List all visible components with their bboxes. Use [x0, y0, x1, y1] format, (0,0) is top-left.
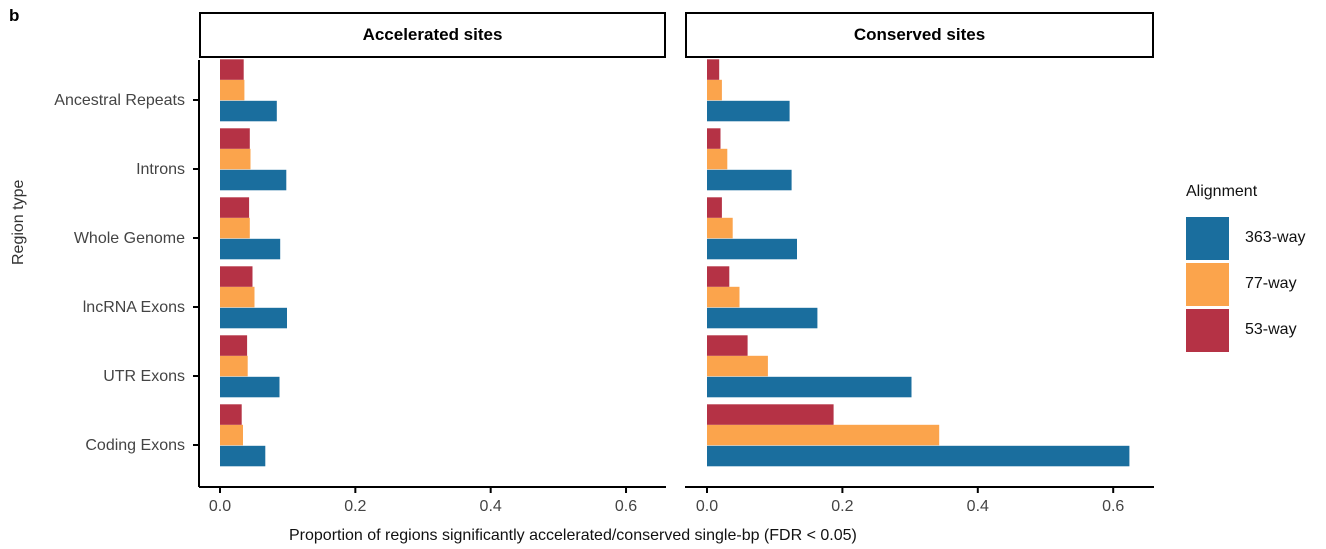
bar-accelerated-363-way: [220, 445, 266, 467]
bar-conserved-363-way: [707, 307, 818, 329]
bar-accelerated-363-way: [220, 169, 287, 191]
x-tick-label: 0.0: [209, 498, 231, 515]
facet-title-accelerated: Accelerated sites: [199, 12, 666, 58]
bar-accelerated-53-way: [220, 266, 253, 287]
bar-accelerated-77-way: [220, 79, 245, 101]
bar-accelerated-53-way: [220, 59, 244, 80]
bar-accelerated-77-way: [220, 148, 251, 170]
bar-conserved-363-way: [707, 169, 792, 191]
bar-conserved-53-way: [707, 128, 721, 149]
bar-conserved-77-way: [707, 148, 728, 170]
bar-accelerated-363-way: [220, 238, 281, 260]
y-tick-label: UTR Exons: [103, 368, 185, 385]
legend: Alignment 363-way 77-way 53-way: [1186, 183, 1305, 353]
x-tick-label: 0.6: [1102, 498, 1124, 515]
legend-title: Alignment: [1186, 183, 1258, 200]
x-tick-label: 0.4: [967, 498, 989, 515]
y-tick-label: Ancestral Repeats: [54, 92, 185, 109]
bar-conserved-53-way: [707, 335, 748, 356]
legend-label-53-way: 53-way: [1245, 321, 1297, 338]
x-axis-label: Proportion of regions significantly acce…: [289, 527, 857, 544]
bar-conserved-53-way: [707, 404, 834, 425]
legend-key-363-way: [1186, 216, 1229, 260]
legend-item-77-way: 77-way: [1186, 261, 1305, 307]
legend-key-77-way: [1186, 262, 1229, 306]
y-tick-label: Introns: [136, 161, 185, 178]
bar-conserved-363-way: [707, 445, 1130, 467]
bar-accelerated-53-way: [220, 404, 242, 425]
bar-conserved-363-way: [707, 100, 790, 122]
bar-conserved-363-way: [707, 376, 912, 398]
bar-conserved-363-way: [707, 238, 797, 260]
legend-key-53-way: [1186, 308, 1229, 352]
x-tick-label: 0.2: [344, 498, 366, 515]
bar-conserved-77-way: [707, 424, 940, 446]
legend-label-77-way: 77-way: [1245, 275, 1297, 292]
bar-conserved-53-way: [707, 197, 722, 218]
y-tick-label: Coding Exons: [85, 437, 185, 454]
bar-conserved-53-way: [707, 266, 730, 287]
bar-conserved-77-way: [707, 79, 722, 101]
facet-title-conserved: Conserved sites: [685, 12, 1154, 58]
bar-accelerated-77-way: [220, 217, 250, 239]
x-tick-label: 0.4: [480, 498, 502, 515]
y-axis-label: Region type: [10, 179, 27, 265]
bar-accelerated-53-way: [220, 128, 250, 149]
legend-item-53-way: 53-way: [1186, 307, 1305, 353]
bar-conserved-77-way: [707, 355, 768, 377]
bar-accelerated-77-way: [220, 355, 248, 377]
x-tick-label: 0.0: [696, 498, 718, 515]
bar-conserved-53-way: [707, 59, 720, 80]
x-tick-label: 0.2: [831, 498, 853, 515]
legend-label-363-way: 363-way: [1245, 229, 1306, 246]
panel-label: b: [9, 6, 20, 25]
bar-accelerated-363-way: [220, 376, 280, 398]
bar-conserved-77-way: [707, 217, 733, 239]
bar-accelerated-77-way: [220, 424, 243, 446]
bar-accelerated-77-way: [220, 286, 255, 308]
bar-conserved-77-way: [707, 286, 740, 308]
x-tick-label: 0.6: [615, 498, 637, 515]
y-tick-label: Whole Genome: [74, 230, 185, 247]
bar-accelerated-363-way: [220, 100, 277, 122]
legend-item-363-way: 363-way: [1186, 215, 1305, 261]
bar-accelerated-363-way: [220, 307, 287, 329]
bar-accelerated-53-way: [220, 335, 248, 356]
y-tick-label: lncRNA Exons: [83, 299, 185, 316]
bar-accelerated-53-way: [220, 197, 250, 218]
